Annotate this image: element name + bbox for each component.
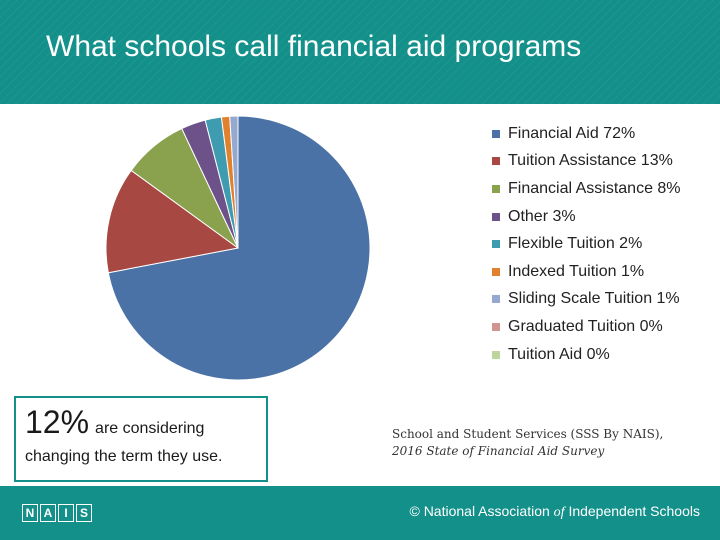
logo-letter: I	[58, 504, 74, 522]
callout-text-2: changing the term they use.	[25, 448, 223, 465]
pie-slice-tuition-assistance	[105, 169, 240, 274]
source-citation: School and Student Services (SSS By NAIS…	[392, 426, 663, 460]
legend-label: Tuition Aid 0%	[508, 345, 610, 363]
legend-swatch	[492, 240, 500, 249]
legend-item: Indexed Tuition 1%	[492, 258, 717, 286]
legend-swatch	[492, 157, 500, 166]
pie-slice-sliding-scale-tuition	[229, 115, 239, 249]
legend-item: Financial Aid 72%	[492, 120, 717, 148]
legend-swatch	[492, 350, 500, 359]
chart-legend: Financial Aid 72% Tuition Assistance 13%…	[492, 120, 717, 368]
callout-line-1: 12% are considering	[25, 404, 204, 441]
source-line-1: School and Student Services (SSS By NAIS…	[392, 427, 664, 441]
callout-text-1: are considering	[95, 420, 205, 437]
legend-label: Sliding Scale Tuition 1%	[508, 290, 680, 308]
logo-letter: A	[40, 504, 56, 522]
legend-swatch	[492, 184, 500, 193]
legend-swatch	[492, 322, 500, 331]
legend-swatch	[492, 295, 500, 304]
legend-label: Flexible Tuition 2%	[508, 235, 643, 253]
legend-swatch	[492, 129, 500, 138]
legend-swatch	[492, 212, 500, 221]
legend-label: Other 3%	[508, 207, 576, 225]
legend-swatch	[492, 267, 500, 276]
legend-item: Flexible Tuition 2%	[492, 230, 717, 258]
logo-letter: S	[76, 504, 92, 522]
legend-label: Financial Assistance 8%	[508, 179, 681, 197]
slide-title: What schools call financial aid programs	[46, 30, 582, 63]
callout-stat: 12%	[25, 404, 90, 440]
legend-item: Sliding Scale Tuition 1%	[492, 286, 717, 314]
legend-item: Other 3%	[492, 203, 717, 231]
title-bar: What schools call financial aid programs	[0, 0, 720, 104]
legend-label: Tuition Assistance 13%	[508, 152, 673, 170]
legend-item: Tuition Assistance 13%	[492, 148, 717, 176]
footer-organization: © National Association of Independent Sc…	[409, 503, 700, 521]
legend-item: Financial Assistance 8%	[492, 175, 717, 203]
stat-callout: 12% are considering changing the term the…	[14, 396, 268, 482]
org-name-part-1: © National Association	[409, 503, 550, 519]
footer-bar: N A I S © National Association of Indepe…	[0, 486, 720, 540]
legend-label: Indexed Tuition 1%	[508, 262, 645, 280]
legend-item: Graduated Tuition 0%	[492, 313, 717, 341]
org-name-part-2: Independent Schools	[568, 503, 700, 519]
nais-logo: N A I S	[22, 504, 94, 524]
legend-label: Graduated Tuition 0%	[508, 317, 663, 335]
legend-item: Tuition Aid 0%	[492, 341, 717, 369]
pie-slice-financial-aid	[107, 115, 371, 381]
org-name-of: of	[553, 505, 565, 520]
logo-letter: N	[22, 504, 38, 522]
source-line-2: 2016 State of Financial Aid Survey	[392, 444, 605, 458]
pie-chart	[105, 115, 371, 381]
legend-label: Financial Aid 72%	[508, 124, 636, 142]
